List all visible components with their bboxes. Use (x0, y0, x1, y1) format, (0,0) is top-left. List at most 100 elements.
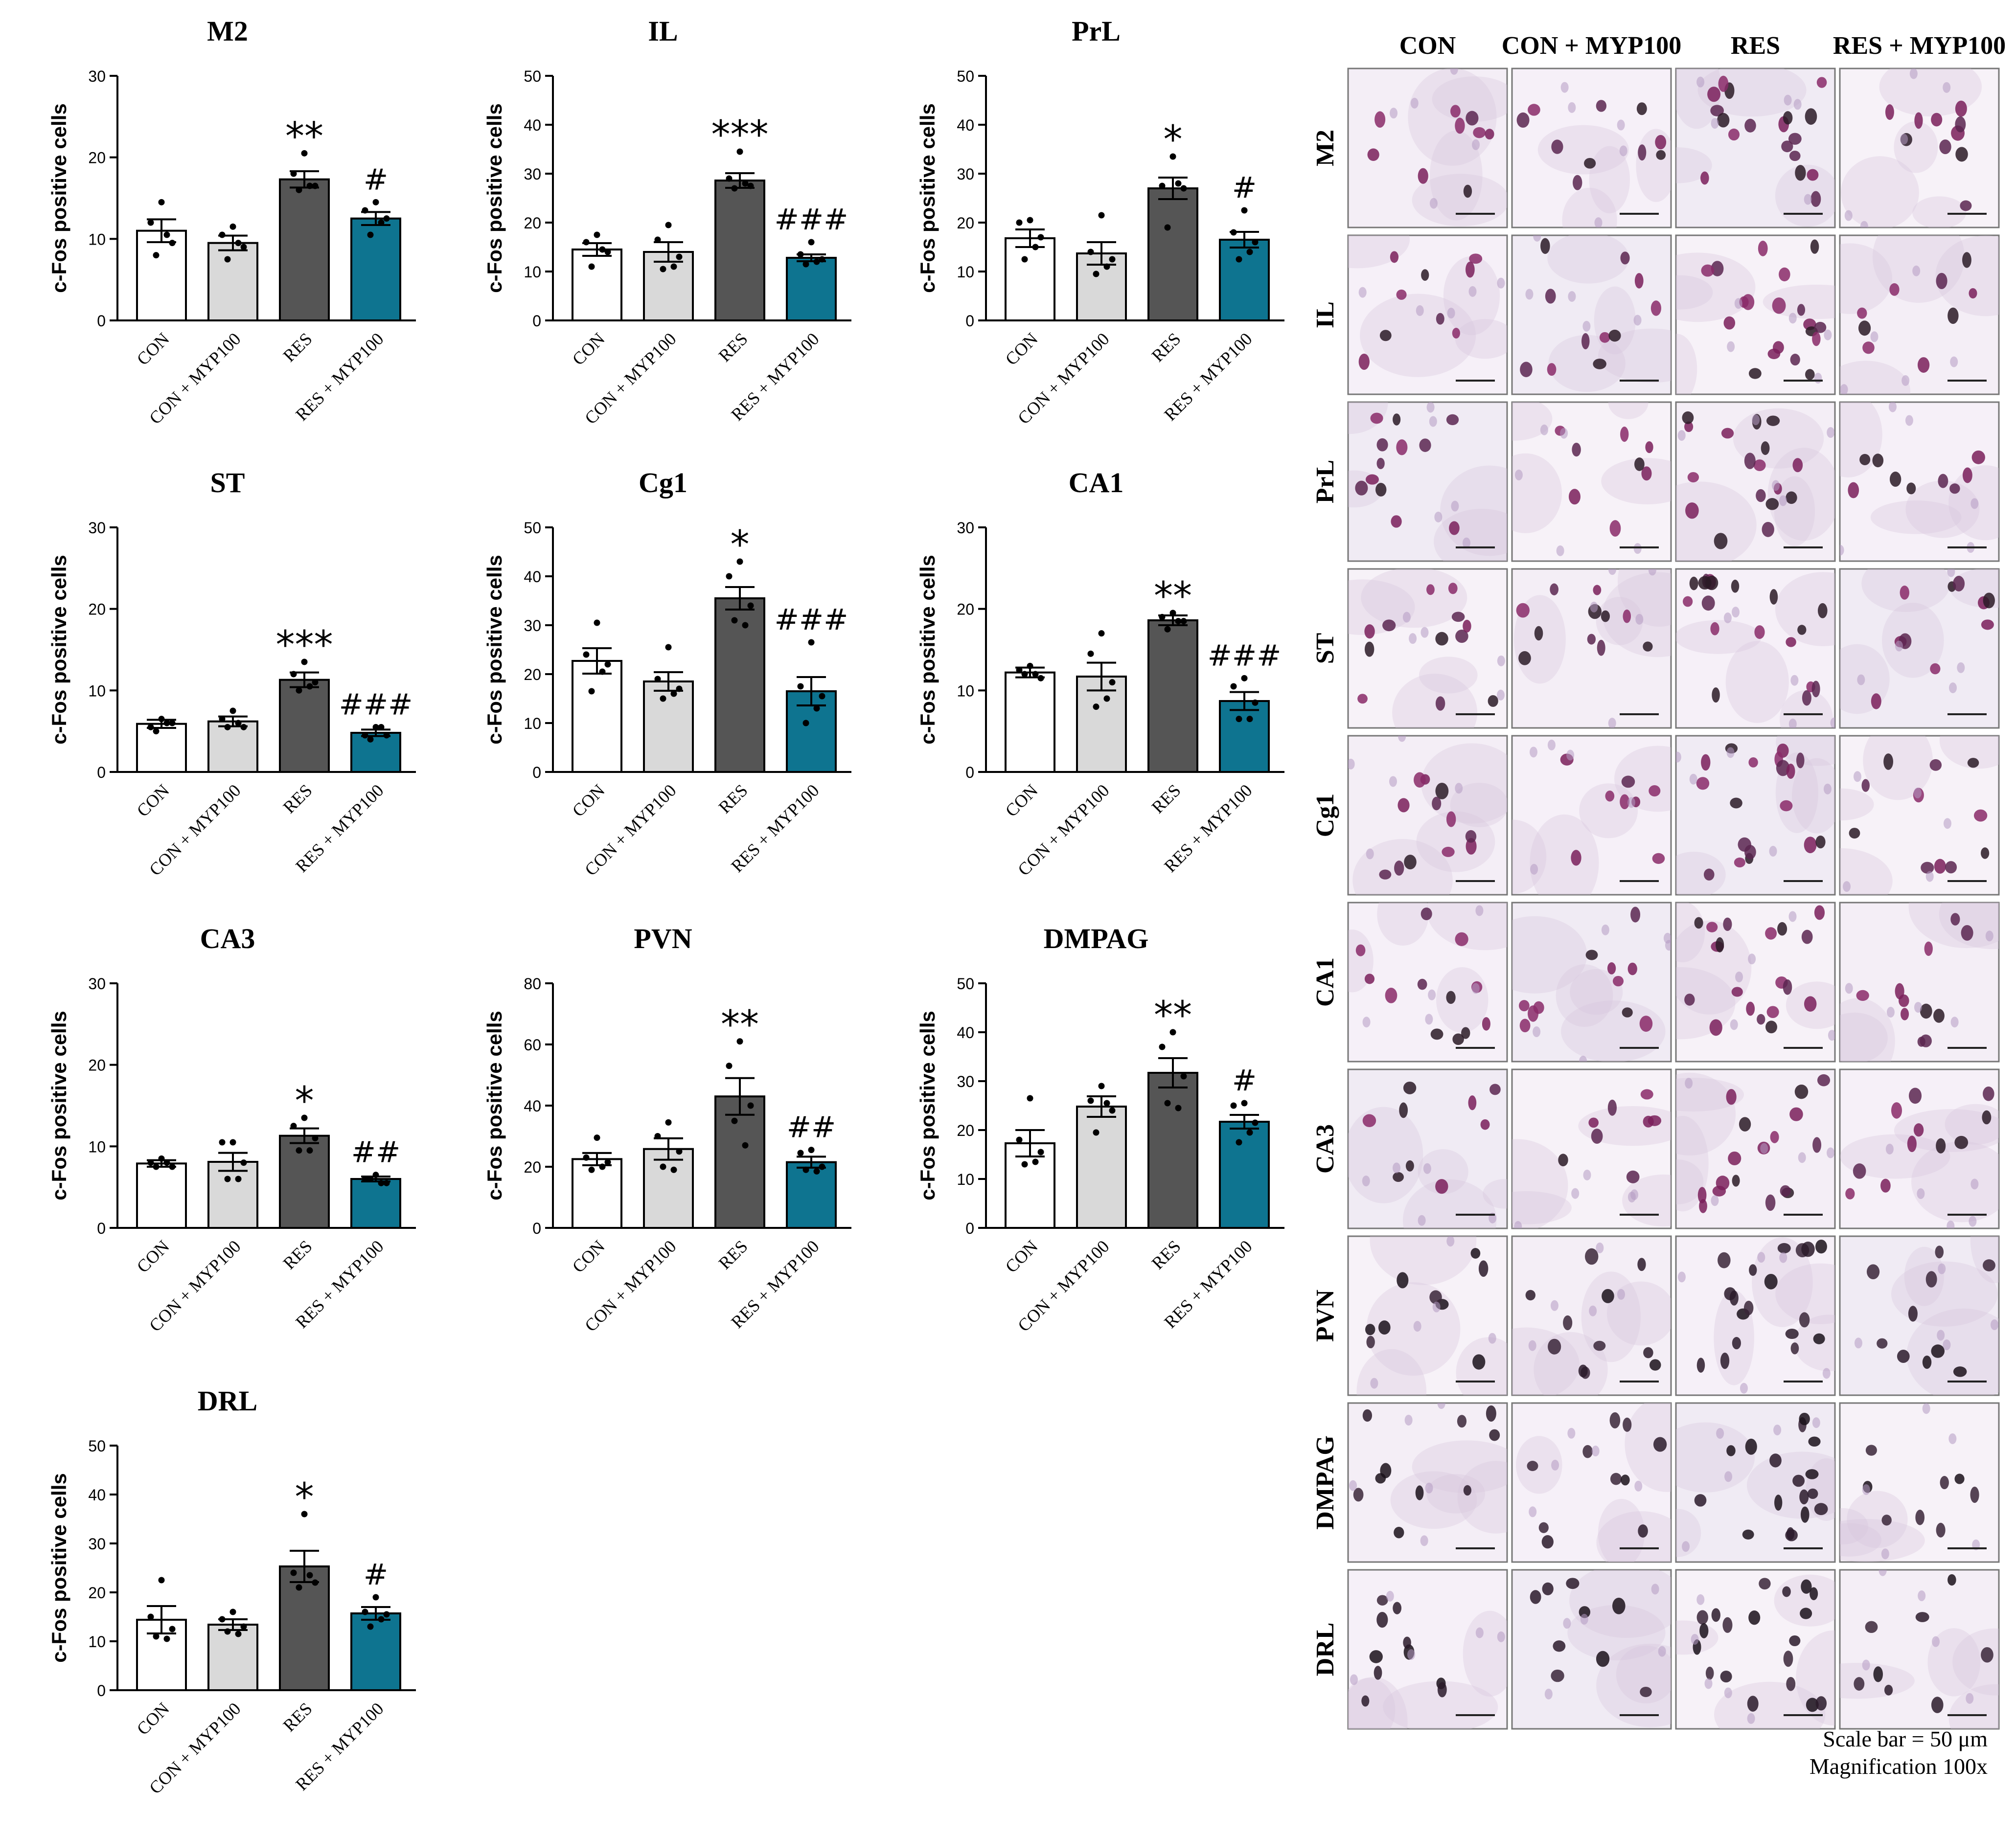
micrograph-background (1347, 1569, 1508, 1730)
y-tick-label: 10 (957, 682, 974, 700)
stained-nucleus (1379, 330, 1392, 341)
faint-nucleus (1970, 498, 1979, 509)
faint-nucleus (1450, 68, 1458, 75)
data-point (1098, 212, 1105, 219)
y-axis-label: c-Fos positive cells (47, 555, 70, 744)
stained-nucleus (1579, 1606, 1591, 1618)
faint-nucleus (1547, 739, 1556, 750)
stained-nucleus (1753, 459, 1766, 471)
micrograph-image (1839, 735, 2000, 896)
stained-nucleus (1761, 441, 1770, 455)
data-point (736, 1038, 743, 1045)
data-point (163, 1635, 170, 1642)
stained-nucleus (1649, 785, 1661, 797)
y-tick-label: 0 (97, 1682, 106, 1699)
stained-nucleus (1455, 630, 1468, 643)
stained-nucleus (1653, 1437, 1667, 1452)
stained-nucleus (1364, 624, 1375, 639)
stained-nucleus (1366, 1336, 1375, 1349)
stained-nucleus (1358, 353, 1370, 370)
stained-nucleus (1899, 994, 1909, 1007)
bar (714, 597, 765, 773)
stained-nucleus (1799, 1312, 1810, 1328)
data-point (583, 1154, 590, 1161)
stained-nucleus (1981, 619, 1994, 630)
tissue-texture (1840, 1523, 1882, 1557)
data-point (1175, 180, 1182, 187)
data-point (229, 1608, 236, 1615)
tissue-texture (1714, 1681, 1826, 1729)
data-point (583, 239, 590, 246)
stained-nucleus (1623, 1417, 1632, 1432)
faint-nucleus (1691, 1633, 1699, 1645)
stained-nucleus (1936, 1522, 1946, 1538)
faint-nucleus (1950, 356, 1958, 367)
data-point (1241, 207, 1248, 214)
y-tick-label: 30 (957, 1073, 974, 1090)
data-point (813, 1168, 820, 1175)
faint-nucleus (1627, 797, 1635, 808)
faint-nucleus (1580, 1613, 1588, 1625)
faint-nucleus (1635, 613, 1644, 625)
micrograph-image (1347, 735, 1508, 896)
stained-nucleus (1568, 489, 1581, 505)
tissue-texture (1840, 1508, 1869, 1545)
stained-nucleus (1877, 1338, 1888, 1349)
bar (1219, 700, 1270, 773)
tissue-texture (1370, 1236, 1477, 1285)
tissue-texture (1570, 969, 1623, 1015)
faint-nucleus (1544, 1688, 1553, 1699)
stained-nucleus (1636, 102, 1647, 115)
stained-nucleus (1917, 357, 1930, 373)
faint-nucleus (1726, 747, 1735, 758)
stained-nucleus (1415, 1485, 1424, 1500)
y-axis-label: c-Fos positive cells (916, 555, 939, 744)
y-tick-label: 10 (88, 682, 106, 700)
bar (1219, 1121, 1270, 1229)
stained-nucleus (1924, 941, 1933, 956)
data-point (290, 671, 297, 678)
bar (350, 1178, 401, 1229)
faint-nucleus (1568, 102, 1576, 113)
data-point (808, 639, 815, 646)
faint-nucleus (1566, 749, 1575, 761)
stained-nucleus (1901, 1008, 1909, 1020)
faint-nucleus (1651, 1584, 1659, 1595)
stained-nucleus (1717, 113, 1730, 128)
tissue-texture (1952, 1628, 1999, 1696)
stained-nucleus (1482, 1017, 1490, 1031)
faint-nucleus (1596, 1242, 1604, 1253)
micrograph-image (1839, 1068, 2000, 1229)
faint-nucleus (1633, 315, 1642, 326)
faint-nucleus (1677, 430, 1686, 441)
faint-nucleus (1886, 1007, 1895, 1018)
tissue-texture (1516, 1436, 1562, 1494)
stained-nucleus (1362, 1409, 1372, 1422)
stained-nucleus (1683, 596, 1693, 607)
faint-nucleus (1617, 119, 1625, 131)
stained-nucleus (1814, 321, 1827, 333)
stained-nucleus (1960, 200, 1972, 211)
stained-nucleus (1788, 133, 1802, 145)
data-point (660, 695, 666, 702)
stained-nucleus (1621, 1474, 1630, 1486)
stained-nucleus (1756, 489, 1766, 502)
faint-nucleus (1723, 612, 1732, 624)
stained-nucleus (1981, 847, 1990, 859)
micrograph-image (1511, 568, 1672, 729)
data-point (660, 266, 666, 272)
tissue-texture (1676, 1078, 1744, 1112)
stained-nucleus (1374, 1666, 1382, 1680)
stained-nucleus (1478, 1260, 1489, 1277)
data-point (312, 1579, 319, 1586)
stained-nucleus (1709, 1019, 1722, 1036)
stained-nucleus (1859, 453, 1871, 466)
micrograph-row-label: ST (1311, 633, 1339, 664)
faint-nucleus (1685, 1078, 1693, 1089)
faint-nucleus (1769, 846, 1777, 857)
data-point (1032, 671, 1039, 678)
data-point (1164, 1100, 1171, 1107)
y-tick-label: 0 (532, 312, 541, 330)
stained-nucleus (1519, 1019, 1531, 1033)
